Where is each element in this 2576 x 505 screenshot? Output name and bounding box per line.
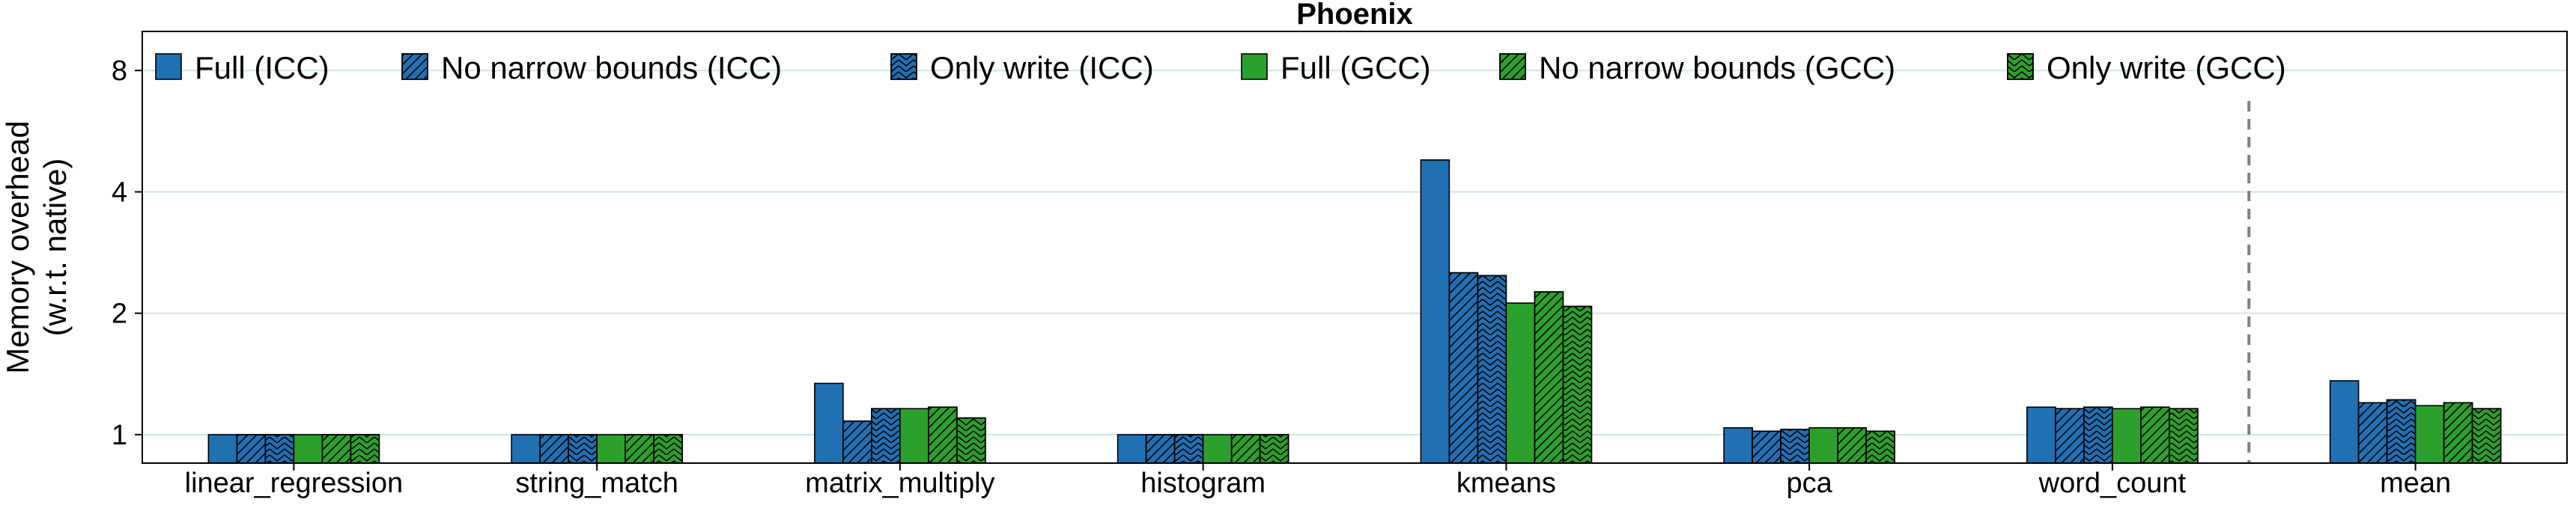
bar-hatch xyxy=(2055,408,2085,464)
bar xyxy=(2112,408,2142,464)
bar xyxy=(511,434,541,464)
bar xyxy=(207,434,238,464)
x-tick-label: histogram xyxy=(1140,468,1266,499)
x-tick-label: matrix_multiply xyxy=(805,468,994,499)
bar-hatch xyxy=(2169,408,2199,464)
x-tick-label: linear_regression xyxy=(185,468,404,499)
y-axis-label-line: Memory overhead xyxy=(0,120,35,373)
legend-label: Only write (GCC) xyxy=(2047,50,2286,85)
bar-hatch xyxy=(350,434,380,464)
chart-title: Phoenix xyxy=(1296,0,1413,31)
y-tick-label: 1 xyxy=(112,420,127,451)
bar xyxy=(1505,302,1536,464)
legend-swatch-hatch xyxy=(890,53,917,80)
x-axis: linear_regression string_match matrix_mult… xyxy=(185,463,2451,499)
bar-hatch xyxy=(1534,291,1564,464)
legend-swatch xyxy=(155,53,182,80)
bar xyxy=(293,434,323,464)
legend-label: Full (GCC) xyxy=(1281,50,1431,85)
legend-item: Full (GCC) xyxy=(1241,50,1431,85)
bar xyxy=(1117,434,1147,464)
bar-hatch xyxy=(2443,402,2473,464)
bar xyxy=(596,434,626,464)
bar-hatch xyxy=(1477,275,1507,464)
legend-label: Only write (ICC) xyxy=(930,50,1154,85)
legend-item: Only write (ICC) xyxy=(890,50,1154,85)
y-axis: 1 2 4 8 xyxy=(112,55,142,451)
legend-swatch-hatch xyxy=(2007,53,2034,80)
bars xyxy=(207,159,2502,464)
bar-hatch xyxy=(1780,429,1810,464)
bar-hatch xyxy=(928,406,958,464)
bar xyxy=(2414,405,2445,464)
bar-hatch xyxy=(539,434,569,464)
bar xyxy=(2329,380,2360,464)
bar-hatch xyxy=(321,434,352,464)
legend-label: No narrow bounds (GCC) xyxy=(1539,50,1895,85)
bar xyxy=(2026,406,2056,464)
bar-hatch xyxy=(653,434,683,464)
bar xyxy=(1202,434,1233,464)
bar-hatch xyxy=(568,434,598,464)
bar-hatch xyxy=(2357,402,2388,464)
bar-hatch xyxy=(842,420,872,464)
plot-frame xyxy=(142,31,2568,464)
bar-hatch xyxy=(1837,426,1867,464)
bar-hatch xyxy=(1230,434,1261,464)
x-tick-label: kmeans xyxy=(1456,468,1556,499)
legend: Full (ICC) No narrow bounds (ICC) Only wri… xyxy=(155,50,2286,85)
bar xyxy=(899,408,929,464)
bar-hatch xyxy=(1173,434,1204,464)
legend-item: Full (ICC) xyxy=(155,50,329,85)
legend-item: No narrow bounds (ICC) xyxy=(401,50,782,85)
x-tick-label: word_count xyxy=(2038,468,2187,499)
bar-hatch xyxy=(2083,406,2113,464)
bar xyxy=(1723,426,1753,464)
y-axis-label: Memory overhead (w.r.t. native) xyxy=(0,120,73,373)
bar-hatch xyxy=(264,434,295,464)
legend-swatch xyxy=(1241,53,1268,80)
x-tick-label: pca xyxy=(1786,468,1832,499)
bar-hatch xyxy=(1448,272,1479,464)
legend-item: No narrow bounds (GCC) xyxy=(1499,50,1895,85)
grid-lines xyxy=(142,70,2567,435)
legend-swatch-hatch xyxy=(1499,53,1526,80)
y-tick-label: 2 xyxy=(112,299,127,330)
bar-hatch xyxy=(871,408,901,464)
x-tick-label: string_match xyxy=(515,468,678,499)
bar-hatch xyxy=(1562,305,1593,464)
legend-label: Full (ICC) xyxy=(195,50,329,85)
bar-hatch xyxy=(1865,430,1895,464)
bar-hatch xyxy=(1752,430,1781,464)
bar-hatch xyxy=(236,434,267,464)
bar-hatch xyxy=(1259,434,1289,464)
legend-swatch-hatch xyxy=(401,53,428,80)
bar xyxy=(814,382,844,464)
legend-item: Only write (GCC) xyxy=(2007,50,2286,85)
bar-hatch xyxy=(1145,434,1176,464)
bar xyxy=(1420,159,1450,464)
y-tick-label: 4 xyxy=(112,177,127,208)
bar-hatch xyxy=(2386,399,2416,464)
y-axis-label-line: (w.r.t. native) xyxy=(37,158,73,336)
bar xyxy=(1808,426,1838,464)
bar-hatch xyxy=(956,417,986,464)
legend-label: No narrow bounds (ICC) xyxy=(441,50,782,85)
bar-hatch xyxy=(625,434,654,464)
bar-hatch xyxy=(2471,408,2502,464)
bar-hatch xyxy=(2140,406,2170,464)
x-tick-label: mean xyxy=(2380,468,2451,499)
y-tick-label: 8 xyxy=(112,55,127,87)
